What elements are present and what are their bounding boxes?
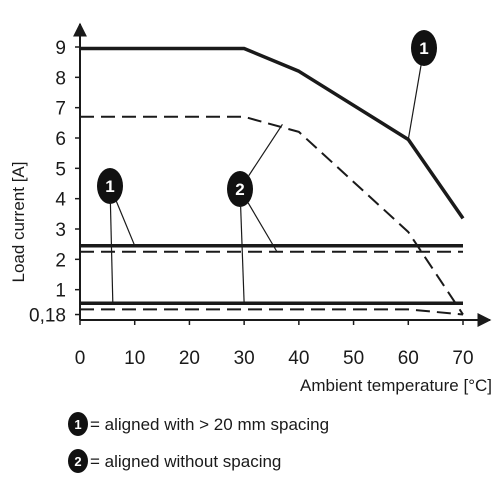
callout-badge-label: 1: [105, 177, 114, 196]
y-tick-label: 7: [55, 99, 66, 120]
callout-badge-label: 2: [235, 180, 244, 199]
callout-leader: [247, 202, 278, 253]
callout-badge-label: 1: [419, 39, 428, 58]
legend-text: = aligned with > 20 mm spacing: [90, 415, 329, 434]
callout-badge: [97, 168, 123, 204]
x-axis-label: Ambient temperature [°C]: [300, 376, 492, 395]
legend: 1 = aligned with > 20 mm spacing 2 = aligne…: [68, 412, 329, 473]
x-tick-label: 60: [398, 348, 419, 369]
callout-leader: [407, 63, 422, 140]
legend-text: = aligned without spacing: [90, 452, 281, 471]
callout-leader: [239, 204, 245, 304]
y-tick-label: 2: [55, 250, 66, 271]
legend-badge: [68, 449, 88, 473]
callout-badge: [227, 171, 253, 207]
callout-badge: [411, 30, 437, 66]
legend-badge-label: 1: [74, 417, 81, 432]
x-tick-label: 0: [75, 348, 86, 369]
y-tick-label: 3: [55, 220, 66, 241]
series-lines: [80, 46, 465, 316]
y-tick-label: 6: [55, 129, 66, 150]
y-tick-label: 4: [55, 190, 66, 211]
y-tick-label: 8: [55, 68, 66, 89]
callouts: 1 2 1: [97, 30, 437, 304]
ticks: 0 10 20 30 40 50 60 70 9 8 7 6 5 4 3 2 1 0,18: [29, 38, 474, 369]
x-tick-label: 50: [343, 348, 364, 369]
y-tick-label: 0,18: [29, 306, 66, 327]
x-tick-label: 20: [179, 348, 200, 369]
x-tick-label: 40: [288, 348, 309, 369]
legend-badge-label: 2: [74, 454, 81, 469]
y-tick-label: 1: [55, 281, 66, 302]
x-tick-label: 10: [124, 348, 145, 369]
x-tick-label: 70: [452, 348, 473, 369]
callout-leader: [248, 124, 283, 176]
series-line-solid-1: [80, 46, 465, 220]
series-line-dashed-6: [80, 308, 464, 316]
y-tick-label: 9: [55, 38, 66, 59]
callout-leader: [115, 200, 136, 246]
legend-badge: [68, 412, 88, 436]
series-line-dashed-2: [80, 115, 464, 316]
y-tick-label: 5: [55, 159, 66, 180]
x-tick-label: 30: [234, 348, 255, 369]
callout-leader: [109, 201, 114, 304]
axes: [73, 22, 492, 327]
y-axis-label: Load current [A]: [9, 162, 28, 283]
